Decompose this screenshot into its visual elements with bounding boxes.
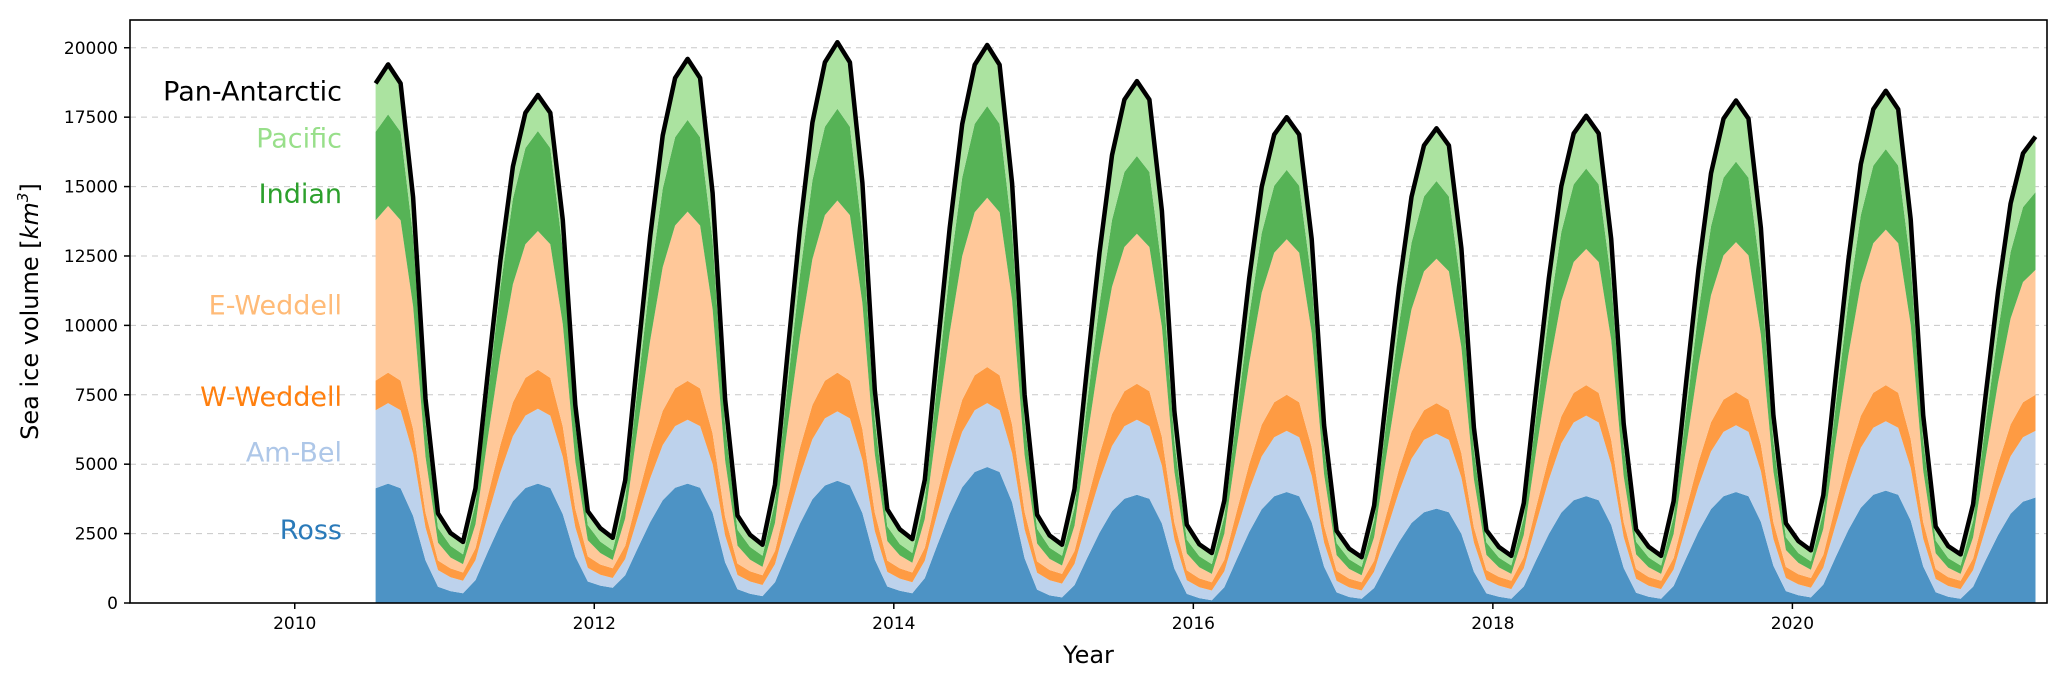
label-am-bel: Am-Bel xyxy=(246,437,342,468)
label-w-weddell: W-Weddell xyxy=(200,382,342,413)
label-pacific: Pacific xyxy=(256,124,342,155)
region-labels: Pan-Antarctic Pacific Indian E-Weddell W-Wed… xyxy=(163,77,342,547)
area-w-weddell xyxy=(375,367,2036,591)
label-e-weddell: E-Weddell xyxy=(209,290,342,321)
area-indian xyxy=(375,106,2036,576)
y-tick-label-8: 20000 xyxy=(64,39,118,59)
total-line-group xyxy=(373,39,2038,560)
y-tick-label-5: 12500 xyxy=(64,247,118,267)
y-tick-label-3: 7500 xyxy=(75,386,118,406)
plot-frame xyxy=(129,19,2048,604)
axis-ticks: 2010 2012 2014 2016 2018 2020 0 2500 5000 7500 100… xyxy=(64,39,1814,634)
y-tick-label-1: 2500 xyxy=(75,525,118,545)
label-indian: Indian xyxy=(259,179,342,210)
y-tick-label-6: 15000 xyxy=(64,178,118,198)
x-tick-label-3: 2016 xyxy=(1172,614,1215,634)
y-tick-label-4: 10000 xyxy=(64,316,118,336)
x-tick-label-4: 2018 xyxy=(1471,614,1514,634)
x-tick-label-0: 2010 xyxy=(273,614,316,634)
area-e-weddell xyxy=(375,197,2036,583)
y-tick-label-0: 0 xyxy=(107,594,118,614)
area-am-bel xyxy=(375,403,2036,601)
y-tick-label-7: 17500 xyxy=(64,108,118,128)
label-pan-antarctic: Pan-Antarctic xyxy=(163,77,342,108)
x-tick-label-1: 2012 xyxy=(573,614,616,634)
label-ross: Ross xyxy=(280,515,342,546)
y-tick-label-2: 5000 xyxy=(75,455,118,475)
x-tick-label-5: 2020 xyxy=(1771,614,1814,634)
x-axis-label: Year xyxy=(1062,641,1114,669)
area-ross xyxy=(375,467,2036,603)
pan-antarctic-total-line xyxy=(373,39,2038,560)
y-axis-label: Sea ice volume [km3] xyxy=(14,183,44,440)
stacked-areas xyxy=(375,42,2036,603)
x-tick-label-2: 2014 xyxy=(872,614,915,634)
